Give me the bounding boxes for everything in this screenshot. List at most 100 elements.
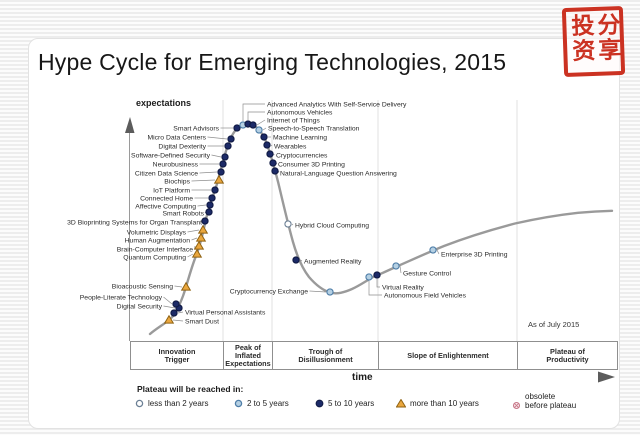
point-marker-circle [205, 208, 213, 216]
point-label: Speech-to-Speech Translation [268, 125, 360, 132]
point-label: 3D Bioprinting Systems for Organ Transpl… [67, 219, 202, 226]
point-marker-circle [170, 309, 178, 317]
point-marker-circle [221, 153, 229, 161]
leader-lines [163, 103, 440, 322]
leader-line [191, 237, 198, 241]
point-marker-triangle [180, 281, 192, 291]
point-label: Connected Home [140, 195, 193, 202]
point-label: Digital Dexterity [158, 143, 206, 150]
leader-line [187, 253, 194, 258]
point-marker-circle [269, 159, 277, 167]
leader-line [197, 204, 207, 207]
point-marker-circle [224, 142, 232, 150]
leader-line [309, 290, 327, 293]
legend-item-less-than-2-years: less than 2 years [135, 399, 208, 408]
leader-line [247, 111, 265, 120]
leader-line [299, 259, 303, 262]
leader-line [211, 154, 222, 158]
legend-item-5-to-10-years: 5 to 10 years [315, 399, 374, 408]
point-label: Gesture Control [403, 270, 451, 277]
legend-label: less than 2 years [148, 399, 209, 408]
leader-line [172, 319, 184, 322]
point-marker-circle [284, 220, 292, 228]
leader-line [242, 103, 265, 121]
leader-line [191, 179, 216, 182]
legend-label: obsolete before plateau [525, 392, 577, 410]
legend-item-2-to-5-years: 2 to 5 years [234, 399, 289, 408]
point-marker-circle [219, 160, 227, 168]
point-marker-triangle [163, 314, 175, 324]
point-label: Virtual Personal Assistants [185, 309, 266, 316]
point-marker-triangle [191, 248, 203, 258]
y-axis-arrow-icon [125, 117, 135, 133]
legend-label: 5 to 10 years [328, 399, 375, 408]
leader-line [399, 265, 402, 274]
point-label: Affective Computing [135, 203, 196, 210]
point-marker-circle [266, 150, 274, 158]
point-label: IoT Platform [153, 187, 190, 194]
phase-band: Innovation Trigger Peak of Inflated Expe… [130, 341, 618, 370]
point-label: Software-Defined Security [131, 152, 211, 159]
phase-plateau-of-productivity: Plateau of Productivity [546, 346, 589, 364]
point-label: Human Augmentation [125, 237, 191, 244]
point-label: Natural-Language Question Answering [280, 170, 397, 177]
point-label: Smart Dust [185, 318, 219, 325]
leader-line [436, 249, 440, 255]
point-marker-circle [201, 217, 209, 225]
point-label: Quantum Computing [123, 254, 186, 261]
point-label: Brain-Computer Interface [117, 246, 194, 253]
point-label: People-Literate Technology [80, 294, 163, 301]
point-marker-triangle [193, 240, 205, 250]
point-label: Autonomous Field Vehicles [384, 292, 467, 299]
legend-heading: Plateau will be reached in: [137, 384, 244, 394]
data-point-markers [163, 120, 437, 324]
point-label: Micro Data Centers [147, 134, 206, 141]
legend-item-more-than-10-years: more than 10 years [396, 399, 479, 408]
page-title: Hype Cycle for Emerging Technologies, 20… [38, 49, 507, 75]
open-circle-icon [135, 399, 144, 408]
point-marker-triangle [197, 224, 209, 234]
point-label: Consumer 3D Printing [278, 161, 345, 168]
point-marker-circle [255, 126, 263, 134]
leader-line [174, 285, 183, 288]
phase-gridlines [222, 100, 518, 341]
point-label: Enterprise 3D Printing [441, 251, 508, 258]
leader-line [270, 144, 273, 147]
y-axis-label: expectations [136, 98, 192, 108]
legend-item-obsolete-before-plateau: obsolete before plateau [512, 392, 576, 410]
point-marker-circle [373, 271, 381, 279]
point-marker-circle [326, 288, 334, 296]
leader-line [262, 127, 267, 131]
point-marker-circle [260, 133, 268, 141]
point-label: Virtual Reality [382, 284, 424, 291]
x-axis-label: time [352, 372, 373, 383]
orange-triangle-icon [396, 399, 406, 408]
point-label: Volumetric Displays [127, 229, 187, 236]
point-marker-circle [227, 135, 235, 143]
point-label: Internet of Things [267, 117, 320, 124]
legend-label: more than 10 years [410, 399, 479, 408]
leader-line [368, 281, 382, 296]
point-marker-circle [172, 300, 180, 308]
data-point-labels: Smart Dust Virtual Personal Assistants Dig… [67, 101, 508, 325]
point-label: Digital Security [117, 303, 163, 310]
leader-line [376, 279, 380, 288]
point-label: Advanced Analytics With Self-Service Del… [267, 101, 407, 108]
point-marker-circle [429, 246, 437, 254]
phase-trough-of-disillusionment: Trough of Disillusionment [273, 342, 379, 369]
point-label: Machine Learning [273, 134, 327, 141]
point-label: Biochips [164, 178, 190, 185]
point-marker-circle [292, 256, 300, 264]
point-label: Cryptocurrencies [276, 152, 328, 159]
point-label: Smart Robots [162, 210, 204, 217]
point-marker-circle [217, 168, 225, 176]
leader-line [163, 296, 173, 305]
point-marker-circle [249, 121, 257, 129]
point-label: Autonomous Vehicles [267, 109, 333, 116]
point-label: Citizen Data Science [135, 170, 198, 177]
leader-line [207, 136, 228, 140]
time-axis-arrow-icon [598, 371, 615, 383]
leader-line [256, 119, 266, 126]
phase-innovation-trigger: Innovation Trigger [131, 342, 224, 369]
